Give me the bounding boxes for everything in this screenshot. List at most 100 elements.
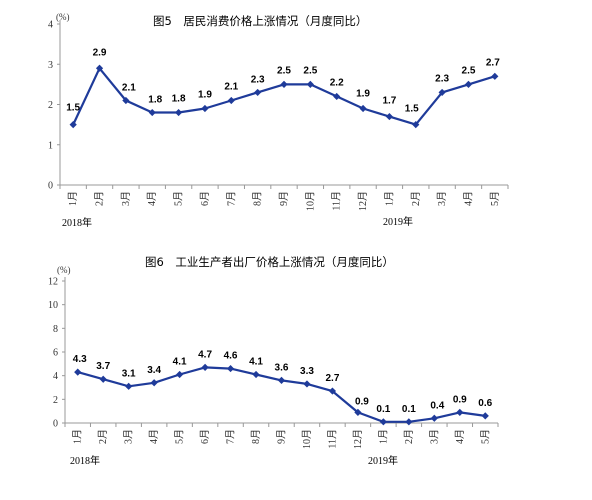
x-tick-label: 11月 <box>326 429 338 449</box>
data-point-marker <box>359 104 367 113</box>
data-point-marker <box>430 414 438 422</box>
data-point-marker <box>95 64 104 72</box>
data-label: 0.4 <box>430 400 444 411</box>
data-point-marker <box>464 80 473 88</box>
data-label: 4.6 <box>224 351 238 362</box>
data-point-marker <box>150 379 158 387</box>
data-label: 1.8 <box>148 95 162 106</box>
data-label: 2.2 <box>330 77 344 88</box>
data-point-marker <box>385 112 394 121</box>
data-point-marker <box>226 364 235 373</box>
data-point-marker <box>122 96 130 105</box>
x-tick-label: 3月 <box>120 191 132 206</box>
data-label: 0.6 <box>478 398 492 409</box>
y-tick-label: 4 <box>53 371 58 382</box>
data-label: 0.1 <box>402 404 416 415</box>
data-label: 2.1 <box>122 82 136 93</box>
year-label: 2019年 <box>368 454 398 467</box>
y-tick-label: 1 <box>48 140 53 151</box>
data-label: 3.3 <box>300 366 314 377</box>
x-tick-label: 7月 <box>225 429 237 444</box>
data-label: 1.7 <box>382 96 396 107</box>
data-label: 2.5 <box>462 65 476 76</box>
x-tick-label: 2月 <box>403 429 415 444</box>
data-label: 0.9 <box>453 394 467 405</box>
x-tick-label: 5月 <box>173 191 185 206</box>
data-label: 1.5 <box>405 104 419 115</box>
x-tick-label: 3月 <box>436 191 448 206</box>
data-point-marker <box>277 376 286 384</box>
x-tick-label: 6月 <box>199 191 211 206</box>
x-tick-label: 8月 <box>252 191 264 206</box>
data-point-marker <box>69 121 77 129</box>
data-point-marker <box>201 363 209 371</box>
data-point-marker <box>405 418 413 426</box>
year-label: 2018年 <box>70 454 100 467</box>
data-label: 3.1 <box>122 368 136 379</box>
data-point-marker <box>99 375 107 383</box>
data-point-marker <box>252 370 260 379</box>
data-label: 0.9 <box>355 396 369 407</box>
data-point-marker <box>491 72 499 80</box>
data-label: 3.6 <box>275 362 289 373</box>
data-label: 2.5 <box>303 65 317 76</box>
data-point-marker <box>280 80 288 88</box>
x-tick-label: 2月 <box>94 191 106 206</box>
data-label: 1.9 <box>198 90 212 101</box>
data-point-marker <box>306 80 314 88</box>
x-tick-label: 4月 <box>454 429 466 444</box>
x-tick-label: 7月 <box>225 191 237 206</box>
y-tick-label: 0 <box>48 181 53 192</box>
y-tick-label: 6 <box>53 348 58 359</box>
x-tick-label: 12月 <box>357 191 369 211</box>
x-tick-label: 10月 <box>304 191 316 211</box>
x-tick-label: 1月 <box>377 429 389 444</box>
x-tick-label: 9月 <box>276 429 288 444</box>
x-tick-label: 1月 <box>383 191 395 206</box>
data-point-marker <box>354 408 362 416</box>
x-tick-label: 1月 <box>67 191 79 206</box>
data-point-marker <box>74 368 82 376</box>
data-point-marker <box>328 387 337 395</box>
data-point-marker <box>412 121 420 129</box>
data-label: 2.9 <box>93 47 107 58</box>
x-tick-label: 1月 <box>72 429 84 444</box>
data-label: 3.7 <box>96 361 110 372</box>
x-tick-label: 4月 <box>148 429 160 444</box>
x-tick-label: 5月 <box>174 429 186 444</box>
x-tick-label: 5月 <box>489 191 501 206</box>
data-point-marker <box>333 92 341 101</box>
year-label: 2019年 <box>383 215 413 228</box>
data-point-marker <box>456 408 464 416</box>
data-point-marker <box>201 104 209 113</box>
y-tick-label: 0 <box>53 419 58 430</box>
data-label: 4.1 <box>173 356 187 367</box>
data-label: 2.3 <box>251 74 265 85</box>
series-line <box>72 67 496 126</box>
data-label: 1.8 <box>172 94 186 105</box>
chart-title: 图5 居民消费价格上涨情况（月度同比） <box>153 14 367 28</box>
data-label: 2.3 <box>435 73 449 84</box>
data-label: 2.7 <box>325 373 339 384</box>
data-label: 1.9 <box>356 89 370 100</box>
year-label: 2018年 <box>62 216 92 229</box>
data-label: 2.7 <box>486 57 500 68</box>
data-label: 0.1 <box>376 404 390 415</box>
x-tick-label: 6月 <box>199 429 211 444</box>
data-point-marker <box>227 96 235 105</box>
x-tick-label: 4月 <box>146 191 158 206</box>
x-tick-label: 4月 <box>462 191 474 206</box>
y-tick-label: 8 <box>53 324 58 335</box>
data-label: 4.3 <box>73 354 87 365</box>
y-unit-label: (%) <box>57 265 71 275</box>
x-tick-label: 3月 <box>123 429 135 444</box>
data-point-marker <box>174 108 183 117</box>
x-tick-label: 2月 <box>410 191 422 206</box>
data-point-marker <box>303 380 311 388</box>
data-label: 2.1 <box>224 81 238 92</box>
y-tick-label: 4 <box>48 20 53 31</box>
series-line <box>77 366 486 423</box>
data-point-marker <box>379 418 387 426</box>
y-tick-label: 2 <box>53 395 58 406</box>
data-label: 2.5 <box>277 65 291 76</box>
